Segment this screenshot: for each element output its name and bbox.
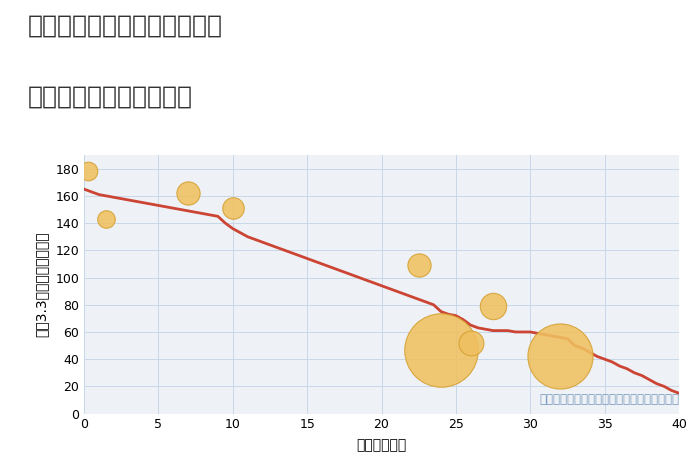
Point: [101, 215, 112, 223]
Point: [554, 352, 566, 360]
Y-axis label: 坪（3.3㎡）単価（万円）: 坪（3.3㎡）単価（万円）: [34, 232, 48, 337]
Point: [227, 204, 238, 212]
Point: [413, 261, 424, 269]
Point: [83, 168, 94, 175]
Point: [183, 189, 194, 197]
Point: [487, 302, 498, 310]
X-axis label: 築年数（年）: 築年数（年）: [356, 439, 407, 453]
Text: 築年数別中古戸建て価格: 築年数別中古戸建て価格: [28, 85, 193, 109]
Text: 兵庫県西宮市甲子園九番町の: 兵庫県西宮市甲子園九番町の: [28, 14, 223, 38]
Point: [465, 339, 476, 346]
Text: 円の大きさは、取引のあった物件面積を示す: 円の大きさは、取引のあった物件面積を示す: [539, 393, 679, 406]
Point: [435, 346, 447, 353]
